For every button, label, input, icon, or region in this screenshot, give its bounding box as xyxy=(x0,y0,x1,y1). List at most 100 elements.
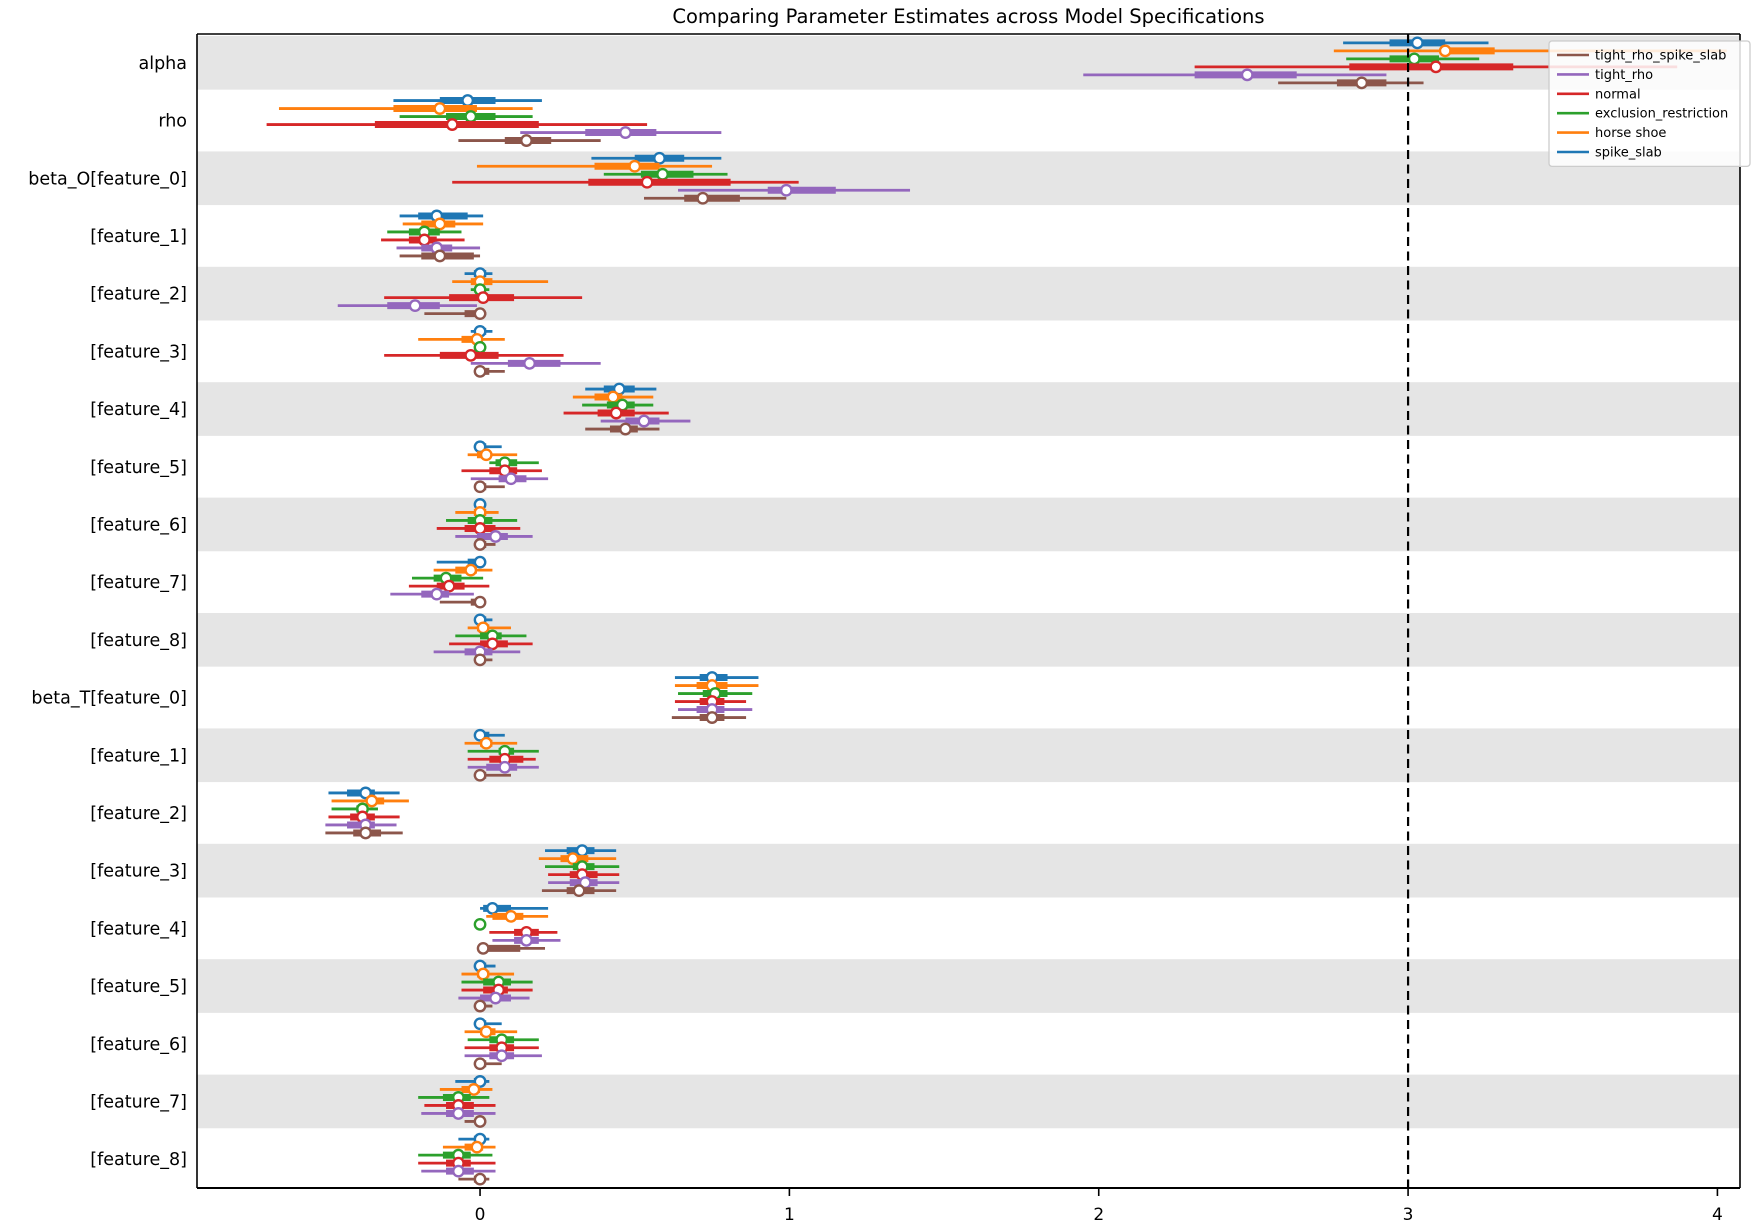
chart-title: Comparing Parameter Estimates across Mod… xyxy=(672,5,1265,28)
row-label: [feature_2] xyxy=(90,804,187,824)
median-marker xyxy=(408,299,422,313)
median-marker xyxy=(1407,52,1421,66)
median-marker xyxy=(489,991,502,1005)
median-marker xyxy=(779,183,793,197)
median-marker xyxy=(473,999,487,1013)
legend-label: spike_slab xyxy=(1595,146,1662,161)
legend-label: horse shoe xyxy=(1595,126,1666,141)
median-marker xyxy=(442,579,456,593)
median-marker xyxy=(606,390,620,404)
median-marker xyxy=(417,233,431,247)
x-tick-label: 0 xyxy=(475,1205,486,1225)
median-marker xyxy=(486,901,499,915)
median-marker xyxy=(486,637,499,651)
row-label: rho xyxy=(158,112,187,132)
median-marker xyxy=(473,364,487,378)
row-feature_6 xyxy=(464,1017,542,1071)
row-band xyxy=(197,36,1740,90)
median-marker xyxy=(445,118,459,131)
median-marker xyxy=(1355,76,1369,90)
median-marker xyxy=(640,175,654,189)
row-feature_4 xyxy=(473,901,561,955)
row-band xyxy=(197,728,1740,783)
row-label: [feature_4] xyxy=(90,400,187,420)
median-marker xyxy=(473,595,487,609)
median-marker xyxy=(433,102,447,115)
row-feature_3 xyxy=(538,844,620,898)
legend-label: tight_rho xyxy=(1595,68,1653,83)
row-feature_8 xyxy=(418,1132,496,1186)
median-marker xyxy=(473,1115,487,1128)
x-tick-label: 4 xyxy=(1712,1205,1723,1225)
row-label: [feature_1] xyxy=(90,746,187,766)
median-marker xyxy=(479,736,493,750)
median-marker xyxy=(523,356,536,370)
median-marker xyxy=(473,1172,487,1186)
x-axis: 0 1 2 3 4 xyxy=(475,1188,1723,1225)
median-marker xyxy=(476,967,490,981)
row-bands xyxy=(197,36,1740,1129)
median-marker xyxy=(473,522,487,535)
row-band xyxy=(197,497,1740,552)
row-band xyxy=(197,1074,1740,1129)
median-marker xyxy=(572,884,586,898)
median-marker xyxy=(461,94,475,107)
median-marker xyxy=(656,167,669,181)
row-label: [feature_6] xyxy=(90,1035,187,1055)
median-marker xyxy=(696,191,710,205)
row-feature_3 xyxy=(384,324,601,378)
row-label: [feature_8] xyxy=(90,1150,187,1170)
y-axis-labels: alpha rho beta_O[feature_0] [feature_1] [fea… xyxy=(28,54,187,1170)
x-tick-label: 1 xyxy=(784,1205,795,1225)
row-band xyxy=(197,151,1740,206)
median-marker xyxy=(473,917,487,931)
legend-label: normal xyxy=(1595,87,1641,102)
row-rho xyxy=(266,94,722,147)
median-marker xyxy=(451,1107,465,1120)
median-marker xyxy=(473,653,487,667)
median-marker xyxy=(473,538,487,551)
row-band xyxy=(197,266,1740,321)
median-marker xyxy=(359,826,372,840)
row-label: [feature_4] xyxy=(90,919,187,939)
median-marker xyxy=(473,480,487,494)
median-marker xyxy=(451,1164,465,1178)
x-tick-label: 3 xyxy=(1403,1205,1414,1225)
row-label: [feature_5] xyxy=(90,458,187,478)
median-marker xyxy=(467,1083,481,1096)
row-feature_5 xyxy=(458,959,533,1013)
median-marker xyxy=(1438,44,1452,58)
median-marker xyxy=(1240,68,1254,82)
median-marker xyxy=(619,422,632,436)
median-marker xyxy=(628,159,642,173)
row-beta_Ofeature_0 xyxy=(452,151,911,205)
row-beta_Tfeature_0 xyxy=(671,671,759,724)
median-marker xyxy=(637,414,651,428)
rows xyxy=(266,36,1727,1186)
median-marker xyxy=(520,134,533,147)
median-marker xyxy=(359,786,372,800)
median-marker xyxy=(473,1057,487,1071)
row-label: [feature_3] xyxy=(90,862,187,882)
median-marker xyxy=(479,448,493,462)
row-label: [feature_5] xyxy=(90,977,187,997)
row-label: [feature_2] xyxy=(90,285,187,305)
row-feature_4 xyxy=(563,382,691,436)
median-marker xyxy=(473,307,487,321)
median-marker xyxy=(705,711,719,724)
row-band xyxy=(197,843,1740,898)
row-label: [feature_3] xyxy=(90,342,187,362)
row-feature_1 xyxy=(464,728,539,782)
row-feature_7 xyxy=(418,1075,496,1128)
row-feature_7 xyxy=(390,555,493,609)
median-marker xyxy=(1410,36,1424,50)
median-marker xyxy=(479,1025,493,1039)
median-marker xyxy=(433,249,447,263)
median-marker xyxy=(575,844,589,858)
median-marker xyxy=(470,1140,484,1154)
row-feature_8 xyxy=(433,613,533,667)
median-marker xyxy=(430,587,444,601)
